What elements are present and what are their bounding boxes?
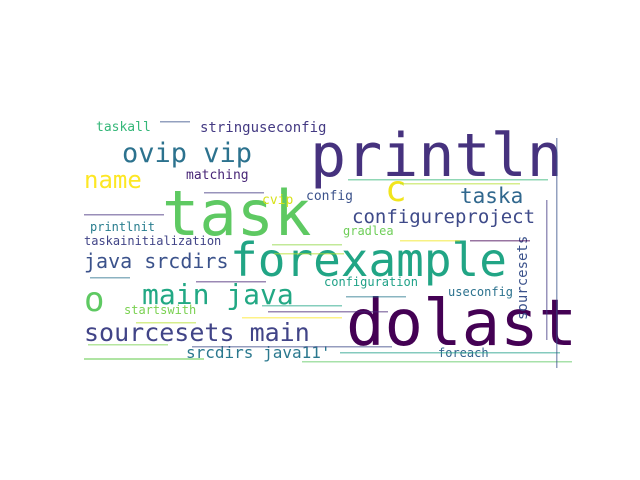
tiny-word-mark <box>268 311 388 313</box>
tiny-word-mark <box>90 277 130 279</box>
word-taskainitialization: taskainitialization <box>84 234 221 248</box>
word-matching: matching <box>186 168 249 183</box>
word-sourcesets-main: sourcesets main <box>84 318 310 347</box>
word-taska: taska <box>460 184 523 208</box>
word-name: name <box>84 166 142 194</box>
word-config: config <box>306 189 353 204</box>
tiny-word-mark <box>546 200 548 340</box>
tiny-word-mark <box>346 296 406 298</box>
tiny-word-mark <box>262 305 342 307</box>
tiny-word-mark <box>400 240 460 242</box>
tiny-word-mark <box>470 240 530 242</box>
tiny-word-mark <box>272 244 342 246</box>
tiny-word-mark <box>84 358 204 360</box>
tiny-word-mark <box>204 192 264 194</box>
word-task: task <box>162 177 311 250</box>
word-taskall: taskall <box>96 120 151 135</box>
tiny-word-mark <box>192 346 392 348</box>
word-useconfig: sourcesets <box>515 236 531 320</box>
tiny-word-mark <box>160 121 190 123</box>
tiny-word-mark <box>88 344 168 346</box>
word-dolast: dolast <box>346 287 577 361</box>
word-o: o <box>84 280 104 320</box>
tiny-word-mark <box>302 361 572 363</box>
word-cvip: cvip <box>262 193 293 208</box>
tiny-word-mark <box>400 183 520 185</box>
word-gradlea: gradlea <box>343 224 394 238</box>
word-srcdirs-java11: srcdirs java11' <box>186 343 331 362</box>
word-printlnit: printlnit <box>90 220 155 234</box>
word-forexample: forexample <box>230 233 507 287</box>
tiny-word-mark <box>196 281 266 283</box>
word-foreach: startswith <box>124 303 196 317</box>
word-configuration: configuration <box>324 275 418 289</box>
word-c: c <box>385 169 407 210</box>
tiny-word-mark <box>242 317 342 319</box>
word-stringuseconfig: stringuseconfig <box>200 120 326 136</box>
tiny-word-marks <box>84 121 572 368</box>
word-ovip-vip: ovip vip <box>122 138 252 169</box>
word-configureproject: configureproject <box>352 206 535 228</box>
tiny-word-mark <box>556 138 558 368</box>
tiny-word-mark <box>136 322 196 324</box>
tiny-word-mark <box>274 253 344 255</box>
word-startswith: useconfig <box>448 285 513 299</box>
tiny-word-mark <box>340 352 560 354</box>
word-java-srcdirs: java srcdirs <box>84 249 229 273</box>
tiny-word-mark <box>84 214 164 216</box>
tiny-word-mark <box>348 179 548 181</box>
